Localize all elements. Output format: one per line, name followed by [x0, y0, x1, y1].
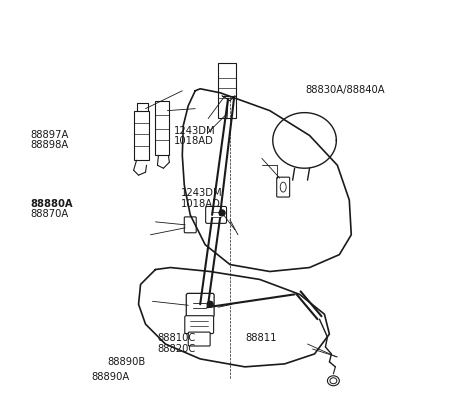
FancyBboxPatch shape — [188, 332, 210, 346]
Text: 88898A: 88898A — [30, 141, 68, 150]
Text: 88880A: 88880A — [30, 199, 73, 208]
Text: 88810C: 88810C — [158, 332, 196, 343]
Text: 1018AD: 1018AD — [181, 199, 221, 208]
Circle shape — [207, 301, 213, 307]
Text: 1018AD: 1018AD — [174, 136, 214, 145]
FancyBboxPatch shape — [185, 316, 213, 334]
Bar — [134, 111, 150, 160]
Text: 88890B: 88890B — [107, 357, 145, 367]
Text: 88820C: 88820C — [158, 344, 196, 354]
Bar — [218, 63, 236, 118]
FancyBboxPatch shape — [186, 293, 214, 317]
Circle shape — [219, 210, 225, 216]
Text: 1243DM: 1243DM — [174, 126, 216, 136]
Text: 88890A: 88890A — [91, 372, 129, 382]
Bar — [156, 101, 169, 155]
FancyBboxPatch shape — [184, 217, 196, 233]
FancyBboxPatch shape — [206, 206, 226, 223]
Text: 88811: 88811 — [245, 332, 277, 343]
Text: 1243DM: 1243DM — [181, 189, 223, 199]
FancyBboxPatch shape — [277, 177, 290, 197]
Text: 88830A/88840A: 88830A/88840A — [305, 85, 385, 95]
Text: 88870A: 88870A — [30, 208, 68, 218]
Text: 88897A: 88897A — [30, 131, 69, 141]
